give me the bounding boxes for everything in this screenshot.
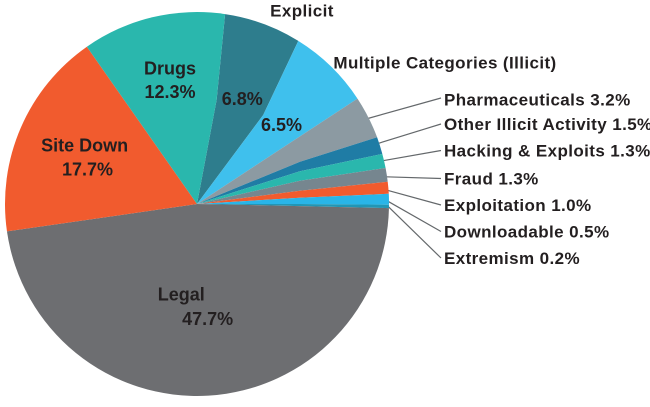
svg-text:Extremism 0.2%: Extremism 0.2% (444, 249, 580, 268)
svg-text:17.7%: 17.7% (62, 160, 113, 180)
svg-text:6.8%: 6.8% (222, 89, 263, 109)
svg-text:12.3%: 12.3% (144, 82, 195, 102)
svg-text:Exploitation 1.0%: Exploitation 1.0% (444, 196, 592, 215)
svg-text:Legal: Legal (158, 285, 205, 305)
svg-text:Downloadable 0.5%: Downloadable 0.5% (444, 223, 610, 242)
svg-text:Pharmaceuticals 3.2%: Pharmaceuticals 3.2% (444, 91, 631, 110)
svg-text:Hacking & Exploits 1.3%: Hacking & Exploits 1.3% (444, 142, 650, 161)
svg-text:Site Down: Site Down (41, 136, 128, 156)
svg-text:Explicit: Explicit (270, 2, 334, 21)
svg-text:Fraud 1.3%: Fraud 1.3% (444, 170, 539, 189)
svg-text:47.7%: 47.7% (182, 309, 233, 329)
svg-text:Drugs: Drugs (144, 58, 196, 78)
svg-text:Multiple Categories (Illicit): Multiple Categories (Illicit) (333, 54, 556, 73)
svg-text:6.5%: 6.5% (261, 115, 302, 135)
svg-text:Other Illicit Activity 1.5%: Other Illicit Activity 1.5% (444, 115, 650, 134)
